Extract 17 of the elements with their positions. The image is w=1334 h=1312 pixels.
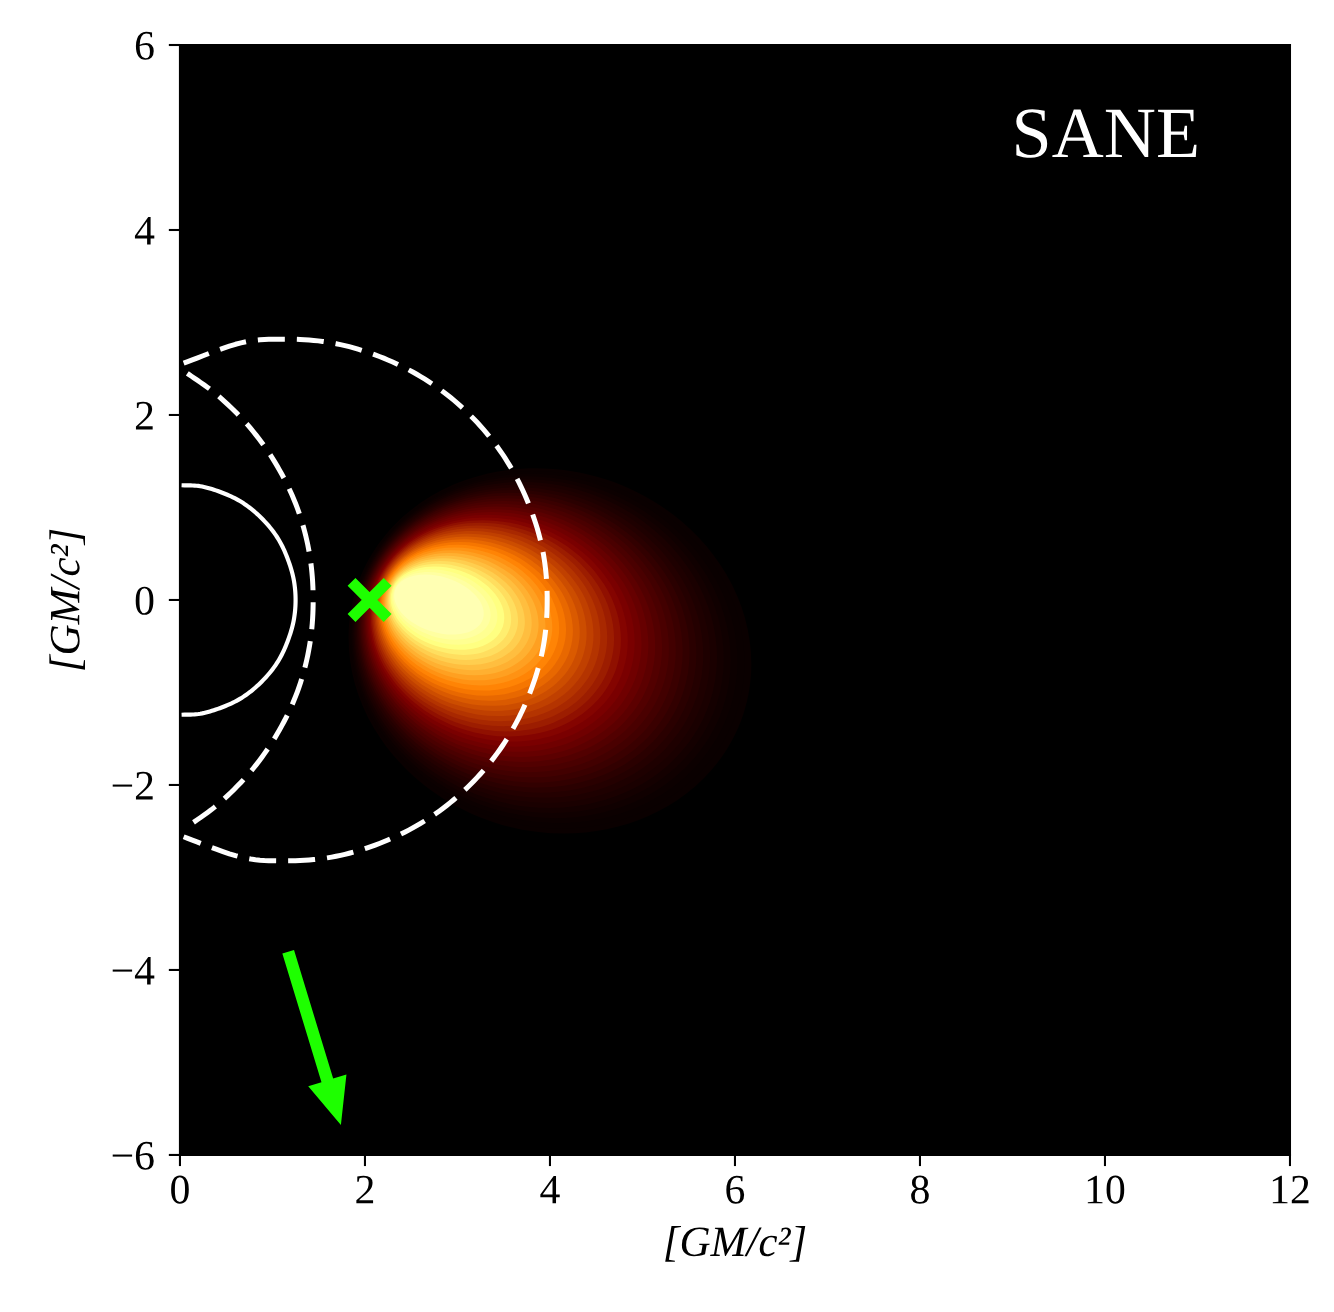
y-tick-label: −6: [112, 1141, 154, 1170]
y-tick-label: 6: [135, 31, 154, 60]
x-axis-title: [GM/c²]: [665, 1226, 806, 1262]
x-tick-label: 2: [356, 1175, 374, 1204]
y-tick-label: 2: [135, 401, 153, 430]
x-tick-label: 8: [911, 1175, 929, 1204]
y-tick-label: −4: [112, 956, 155, 985]
x-tick-label: 0: [171, 1175, 189, 1204]
x-tick-label: 10: [1087, 1175, 1125, 1204]
y-tick-label: −2: [112, 771, 153, 800]
x-tick-label: 4: [540, 1175, 560, 1204]
x-tick-label: 6: [726, 1175, 745, 1204]
y-tick-label: 4: [134, 217, 155, 245]
x-tick-label: 12: [1272, 1175, 1309, 1204]
y-axis-title: [GM/c²]: [49, 529, 85, 670]
annotation: SANE: [1016, 109, 1197, 158]
y-tick-label: 0: [135, 586, 154, 615]
